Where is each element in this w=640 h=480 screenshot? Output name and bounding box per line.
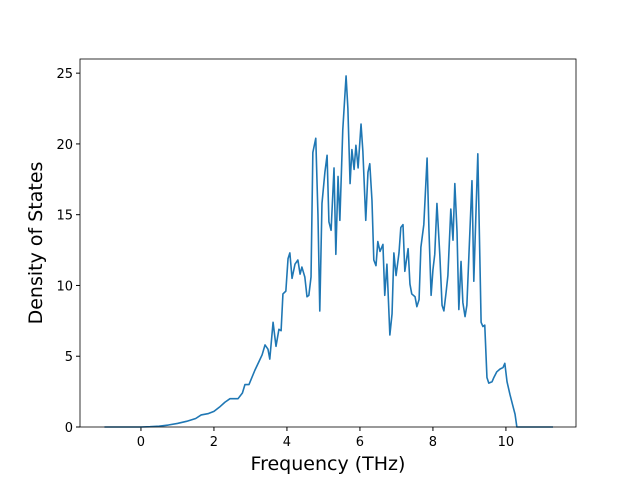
y-tick-label: 25 <box>56 67 73 82</box>
plot-frame <box>79 58 577 428</box>
y-axis-label: Density of States <box>25 162 47 325</box>
line <box>104 75 554 428</box>
y-tick-label: 0 <box>65 421 73 436</box>
x-tick-label: 6 <box>356 435 364 450</box>
x-tick-label: 0 <box>137 435 145 450</box>
y-tick-label: 15 <box>56 209 73 224</box>
x-axis-label: Frequency (THz) <box>251 453 406 475</box>
y-tick-label: 5 <box>65 350 73 365</box>
x-tick-label: 8 <box>429 435 437 450</box>
y-tick-label: 10 <box>56 279 73 294</box>
x-tick-label: 10 <box>498 435 515 450</box>
x-tick-label: 4 <box>283 435 291 450</box>
y-tick-label: 20 <box>56 138 73 153</box>
x-tick-label: 2 <box>210 435 218 450</box>
